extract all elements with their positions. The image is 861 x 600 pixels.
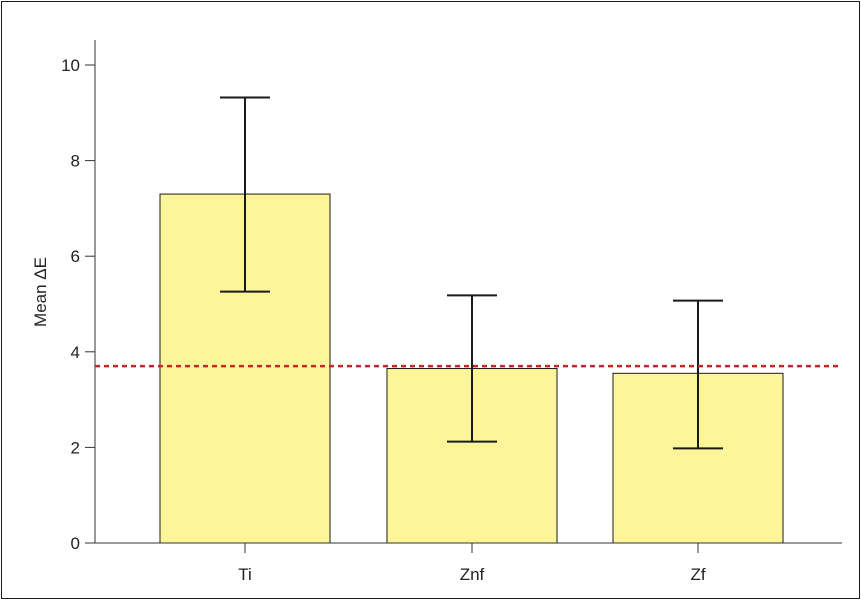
y-axis-title: Mean ΔE <box>31 257 50 327</box>
x-tick-label-znf: Znf <box>460 565 485 584</box>
y-tick-label: 8 <box>71 152 80 171</box>
y-axis: 0 2 4 6 8 10 <box>61 40 96 553</box>
error-bars <box>220 96 723 450</box>
error-bar-znf <box>447 294 497 443</box>
error-bar-zf <box>673 299 723 450</box>
error-bar-ti <box>220 96 270 293</box>
x-tick-label-zf: Zf <box>690 565 705 584</box>
y-tick-label: 10 <box>61 56 80 75</box>
y-tick-label: 6 <box>71 247 80 266</box>
y-tick-label: 2 <box>71 438 80 457</box>
x-axis: Ti Znf Zf <box>95 542 842 584</box>
y-tick-label: 4 <box>71 343 80 362</box>
y-tick-label: 0 <box>71 534 80 553</box>
x-tick-label-ti: Ti <box>238 565 252 584</box>
